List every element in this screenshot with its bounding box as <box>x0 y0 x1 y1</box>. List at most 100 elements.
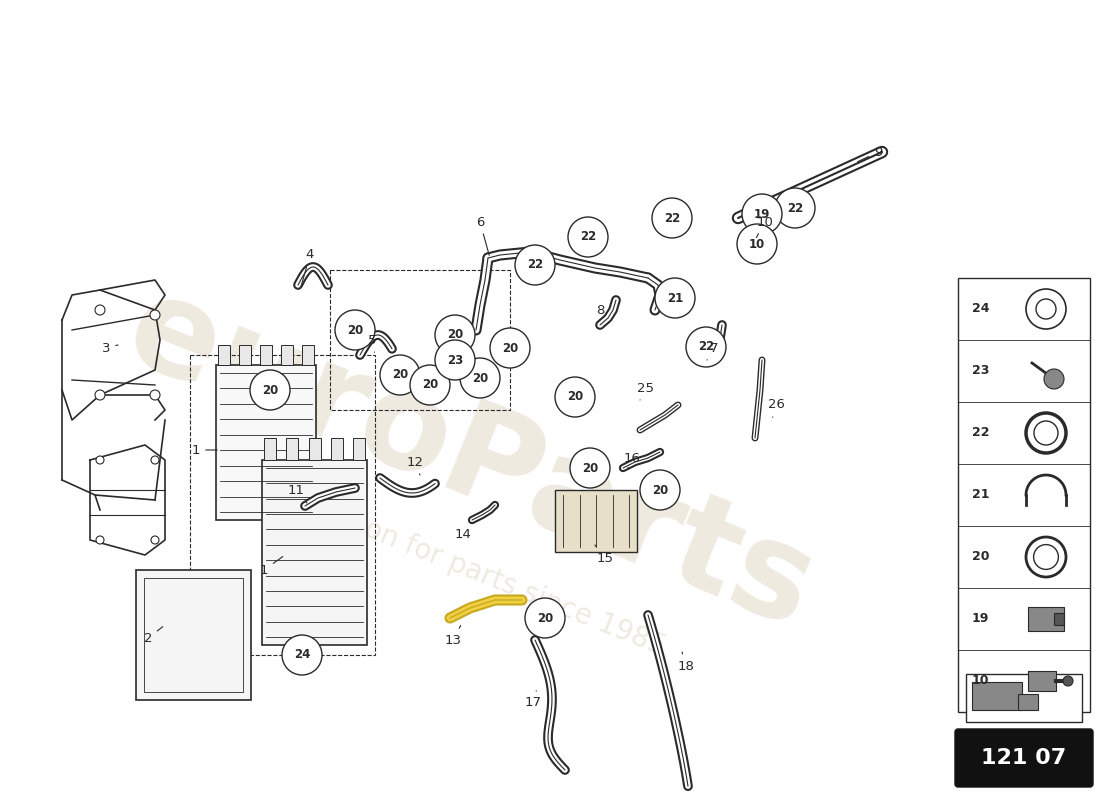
Text: 22: 22 <box>972 426 990 439</box>
Circle shape <box>434 340 475 380</box>
Circle shape <box>379 355 420 395</box>
Circle shape <box>570 448 611 488</box>
Bar <box>216 365 316 520</box>
Text: 7: 7 <box>707 342 718 360</box>
Circle shape <box>410 365 450 405</box>
Bar <box>308 438 320 460</box>
Circle shape <box>556 377 595 417</box>
Text: 22: 22 <box>786 202 803 214</box>
Circle shape <box>96 456 104 464</box>
Text: 4: 4 <box>300 249 315 287</box>
Text: 20: 20 <box>262 383 278 397</box>
Circle shape <box>490 328 530 368</box>
Circle shape <box>150 310 160 320</box>
Bar <box>302 345 313 365</box>
Text: 9: 9 <box>858 146 882 162</box>
Text: 10: 10 <box>972 674 990 687</box>
Circle shape <box>460 358 500 398</box>
Text: 22: 22 <box>580 230 596 243</box>
Circle shape <box>434 315 475 355</box>
Text: 15: 15 <box>595 545 614 565</box>
Text: 20: 20 <box>566 390 583 403</box>
Text: 20: 20 <box>972 550 990 563</box>
Text: 13: 13 <box>444 626 462 646</box>
Circle shape <box>568 217 608 257</box>
Text: 18: 18 <box>678 652 694 673</box>
Bar <box>1028 607 1064 631</box>
Text: 1: 1 <box>260 557 283 577</box>
Text: 25: 25 <box>637 382 653 400</box>
Circle shape <box>96 536 104 544</box>
Bar <box>218 345 230 365</box>
Text: 24: 24 <box>972 302 990 315</box>
Text: 23: 23 <box>447 354 463 366</box>
Text: 121 07: 121 07 <box>981 748 1067 768</box>
Text: 19: 19 <box>972 613 989 626</box>
Circle shape <box>250 370 290 410</box>
Bar <box>556 490 637 552</box>
Bar <box>136 570 251 700</box>
Bar <box>280 345 293 365</box>
Bar <box>190 355 375 655</box>
Circle shape <box>151 456 160 464</box>
Text: 2: 2 <box>144 626 163 645</box>
Text: a passion for parts since 1985: a passion for parts since 1985 <box>271 478 670 662</box>
Text: 14: 14 <box>454 522 474 542</box>
Text: 22: 22 <box>697 341 714 354</box>
Bar <box>331 438 343 460</box>
Circle shape <box>686 327 726 367</box>
Text: 3: 3 <box>101 342 118 354</box>
Circle shape <box>151 536 160 544</box>
Circle shape <box>776 188 815 228</box>
Text: 20: 20 <box>582 462 598 474</box>
Text: 20: 20 <box>472 371 488 385</box>
Bar <box>144 578 243 692</box>
Circle shape <box>742 194 782 234</box>
Circle shape <box>654 278 695 318</box>
Circle shape <box>1044 369 1064 389</box>
Text: 20: 20 <box>422 378 438 391</box>
Text: 6: 6 <box>476 215 490 255</box>
Text: 26: 26 <box>768 398 784 418</box>
Circle shape <box>150 390 160 400</box>
Text: 19: 19 <box>754 207 770 221</box>
Circle shape <box>282 635 322 675</box>
Circle shape <box>95 390 104 400</box>
Bar <box>1028 671 1056 691</box>
Bar <box>330 270 510 410</box>
Text: 20: 20 <box>537 611 553 625</box>
Text: 12: 12 <box>407 455 424 475</box>
Bar <box>1018 694 1038 710</box>
Text: 8: 8 <box>596 303 604 322</box>
Bar <box>353 438 365 460</box>
Text: 23: 23 <box>972 365 989 378</box>
Bar <box>264 438 276 460</box>
Circle shape <box>640 470 680 510</box>
Text: 20: 20 <box>502 342 518 354</box>
Text: 20: 20 <box>652 483 668 497</box>
Circle shape <box>525 598 565 638</box>
Text: 21: 21 <box>667 291 683 305</box>
Circle shape <box>95 305 104 315</box>
Bar <box>972 682 1022 710</box>
Text: 24: 24 <box>294 649 310 662</box>
Bar <box>260 345 272 365</box>
Text: 20: 20 <box>447 329 463 342</box>
Text: 22: 22 <box>527 258 543 271</box>
Text: 22: 22 <box>664 211 680 225</box>
Circle shape <box>1063 676 1072 686</box>
Bar <box>966 674 1082 722</box>
Text: 17: 17 <box>525 690 541 710</box>
Circle shape <box>652 198 692 238</box>
Bar <box>958 278 1090 712</box>
Bar <box>262 460 367 645</box>
Text: 10: 10 <box>749 238 766 250</box>
Text: euroParts: euroParts <box>109 265 832 655</box>
Text: 11: 11 <box>287 483 307 503</box>
Text: 5: 5 <box>367 334 376 352</box>
Circle shape <box>336 310 375 350</box>
Text: 20: 20 <box>346 323 363 337</box>
Text: 10: 10 <box>757 215 773 238</box>
Text: 20: 20 <box>392 369 408 382</box>
Circle shape <box>737 224 777 264</box>
